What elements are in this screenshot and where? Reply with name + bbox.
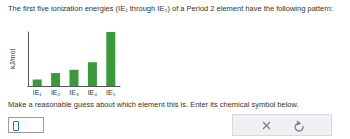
svg-text:IE₁: IE₁: [33, 89, 43, 96]
html-text:The first five ionization ener: The first five ionization energies (IE₁ …: [8, 4, 333, 13]
svg-text:IE₅: IE₅: [106, 89, 116, 96]
svg-text:IE₄: IE₄: [88, 89, 98, 96]
svg-text:kJ/mol: kJ/mol: [9, 48, 16, 69]
svg-text:IE₂: IE₂: [51, 89, 61, 96]
svg-text:IE₃: IE₃: [69, 89, 79, 96]
html-text:Make a reasonable guess about: Make a reasonable guess about which elem…: [8, 100, 299, 109]
